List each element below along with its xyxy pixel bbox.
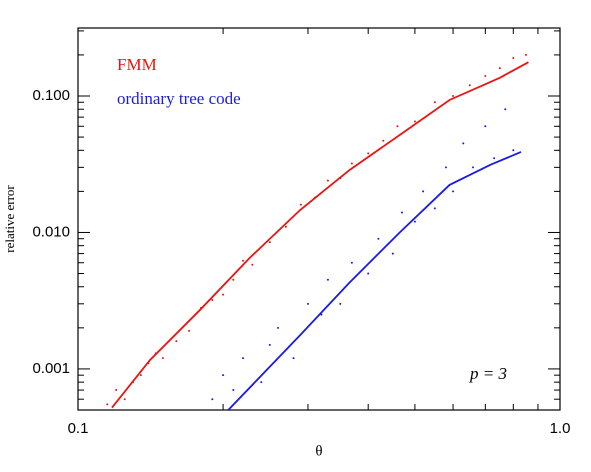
scatter-point (367, 272, 370, 275)
scatter-point (433, 101, 436, 104)
scatter-point (106, 403, 109, 406)
scatter-point (367, 152, 370, 155)
scatter-point (306, 302, 309, 305)
scatter-point (242, 357, 245, 360)
y-tick-label: 0.001 (32, 360, 70, 377)
scatter-point (504, 108, 507, 111)
scatter-point (413, 220, 416, 223)
scatter-point (468, 84, 471, 87)
scatter-point (251, 263, 254, 266)
legend-label: ordinary tree code (117, 89, 241, 108)
scatter-point (232, 389, 235, 392)
scatter-point (222, 374, 225, 377)
scatter-point (115, 389, 118, 392)
scatter-point (462, 142, 465, 145)
x-tick-label: 1.0 (550, 420, 571, 437)
x-tick-label: 0.1 (68, 420, 89, 437)
scatter-point (350, 162, 353, 165)
y-tick-label: 0.010 (32, 223, 70, 240)
scatter-point (232, 278, 235, 281)
scatter-point (493, 157, 496, 160)
scatter-point (472, 166, 475, 169)
scatter-point (277, 326, 280, 329)
series-line (227, 151, 522, 410)
annotation: p = 3 (469, 364, 507, 383)
plot-area (106, 53, 529, 410)
scatter-point (382, 139, 385, 142)
legend-label: FMM (117, 55, 157, 74)
scatter-point (326, 278, 329, 281)
scatter-point (433, 207, 436, 210)
scatter-point (292, 357, 295, 360)
scatter-point (498, 67, 501, 70)
scatter-point (444, 166, 447, 169)
scatter-point (326, 179, 329, 182)
scatter-point (161, 357, 164, 360)
scatter-point (268, 241, 271, 244)
scatter-point (175, 340, 178, 343)
scatter-point (211, 298, 214, 301)
scatter-point (139, 374, 142, 377)
scatter-point (391, 252, 394, 255)
scatter-point (222, 293, 225, 296)
scatter-point (123, 398, 126, 401)
scatter-point (377, 237, 380, 240)
scatter-point (452, 94, 455, 97)
scatter-point (260, 381, 263, 384)
scatter-point (400, 211, 403, 214)
scatter-point (524, 53, 527, 56)
scatter-point (484, 75, 487, 78)
y-axis-label: relative error (2, 185, 17, 253)
y-tick-label: 0.100 (32, 87, 70, 104)
scatter-point (512, 149, 515, 152)
series-line (111, 61, 529, 409)
scatter-point (242, 259, 245, 262)
scatter-point (188, 329, 191, 332)
x-axis-label: θ (315, 443, 322, 459)
scatter-point (396, 125, 399, 128)
scatter-point (452, 190, 455, 193)
scatter-point (413, 120, 416, 123)
scatter-point (299, 203, 302, 206)
scatter-point (268, 343, 271, 346)
scatter-point (339, 302, 342, 305)
scatter-point (350, 261, 353, 264)
scatter-point (211, 398, 214, 401)
scatter-point (512, 56, 515, 59)
scatter-point (484, 125, 487, 128)
scatter-point (422, 190, 425, 193)
plot-frame (77, 27, 561, 411)
scatter-point (284, 225, 287, 228)
